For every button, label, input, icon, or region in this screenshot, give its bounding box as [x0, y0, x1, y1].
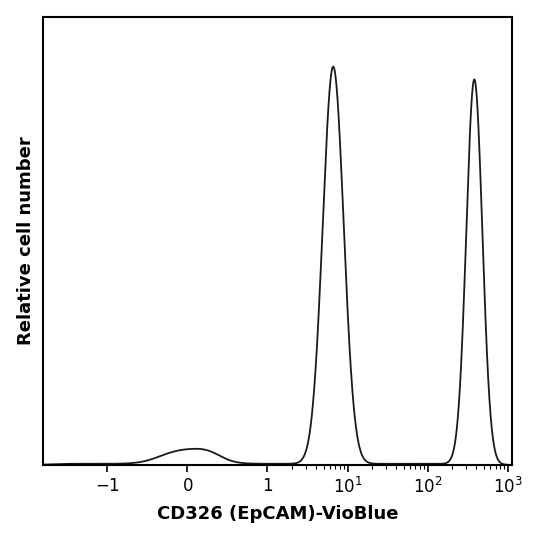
- Y-axis label: Relative cell number: Relative cell number: [17, 137, 35, 345]
- X-axis label: CD326 (EpCAM)-VioBlue: CD326 (EpCAM)-VioBlue: [157, 505, 399, 523]
